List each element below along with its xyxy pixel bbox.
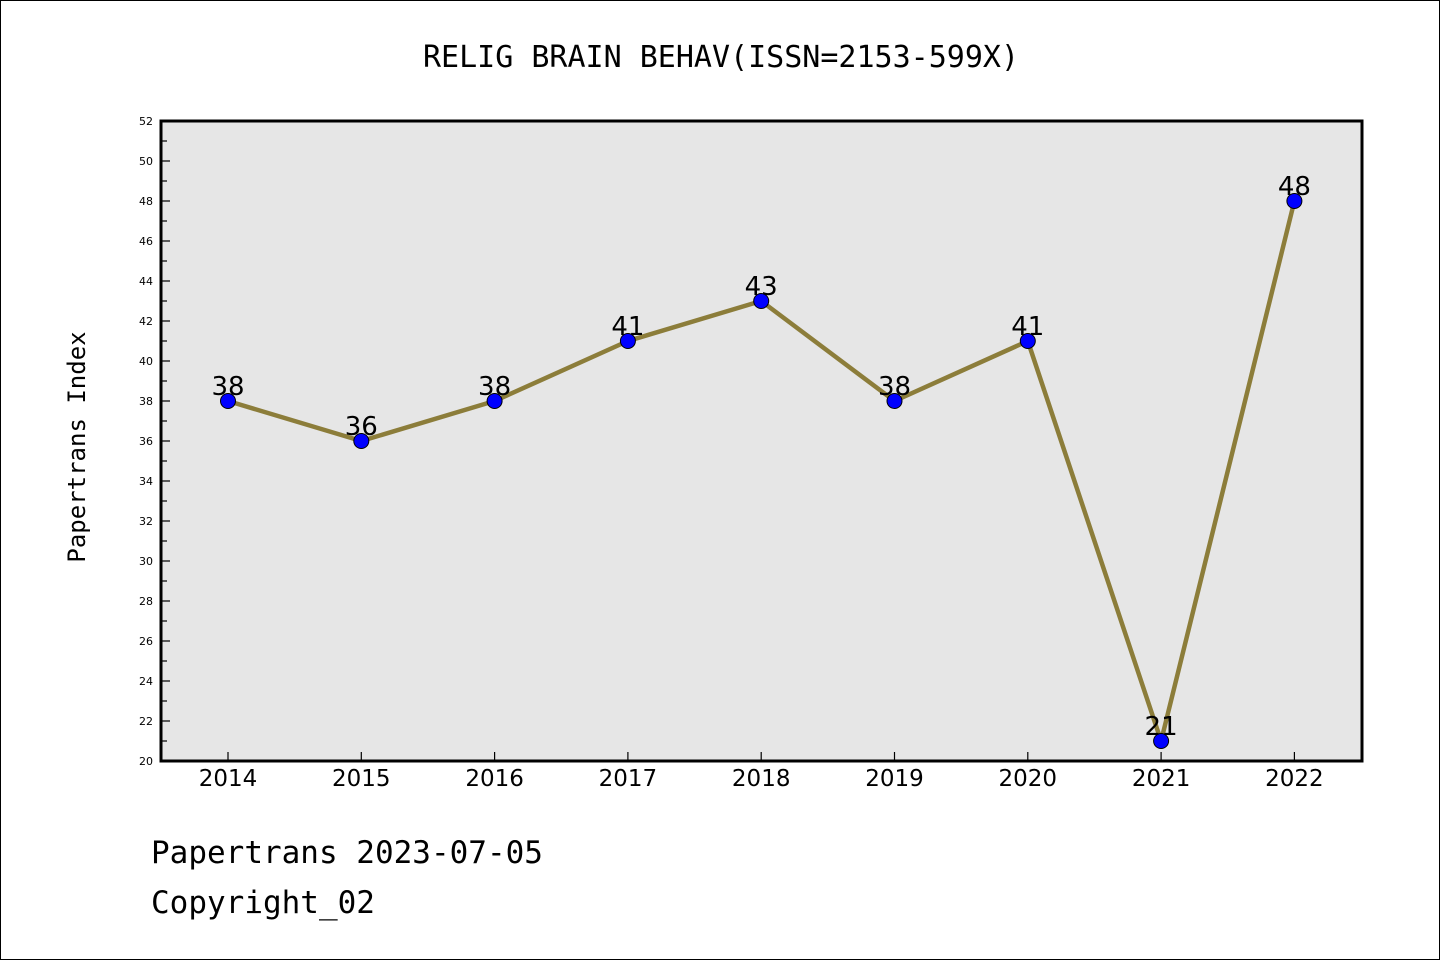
series-group — [220, 193, 1303, 749]
data-point — [1153, 733, 1170, 749]
data-label: 38 — [211, 372, 244, 402]
data-point — [753, 293, 770, 309]
x-tick-label: 2014 — [199, 766, 258, 792]
footer-date: Papertrans 2023-07-05 — [151, 835, 543, 871]
data-point — [220, 393, 236, 409]
y-tick-label: 28 — [139, 595, 153, 608]
data-point — [486, 393, 503, 409]
y-tick-label: 48 — [139, 195, 153, 208]
y-tick-label: 50 — [139, 155, 153, 168]
y-tick-label: 38 — [139, 395, 153, 408]
footer-copyright: Copyright_02 — [151, 885, 375, 921]
y-tick-label: 36 — [139, 435, 153, 448]
data-label: 36 — [345, 412, 378, 442]
chart-title: RELIG BRAIN BEHAV(ISSN=2153-599X) — [423, 40, 1019, 75]
data-label: 21 — [1145, 712, 1178, 742]
y-tick-label: 34 — [139, 475, 153, 488]
data-point — [1019, 333, 1036, 349]
y-tick-label: 20 — [139, 755, 153, 768]
data-point — [1286, 193, 1303, 209]
y-tick-label: 32 — [139, 515, 153, 528]
y-tick-label: 52 — [139, 115, 153, 128]
y-tick-label: 24 — [139, 675, 153, 688]
y-tick-label: 26 — [139, 635, 153, 648]
data-label: 48 — [1278, 172, 1311, 202]
x-tick-label: 2017 — [599, 766, 658, 792]
y-tick-label: 44 — [139, 275, 153, 288]
x-axis: 2014 2015 2016 2017 2018 2019 2020 2021 2022 — [199, 752, 1324, 792]
x-tick-label: 2016 — [465, 766, 524, 792]
data-label: 38 — [478, 372, 511, 402]
y-axis: 20 22 24 26 28 30 32 34 36 38 40 42 44 46 48 50 52 — [139, 115, 170, 768]
x-tick-label: 2021 — [1132, 766, 1191, 792]
data-point — [619, 333, 636, 349]
data-label: 41 — [1011, 312, 1044, 342]
x-tick-label: 2020 — [999, 766, 1058, 792]
y-tick-label: 42 — [139, 315, 153, 328]
x-tick-label: 2019 — [865, 766, 924, 792]
y-axis-label: Papertrans Index — [63, 331, 91, 562]
data-point — [353, 433, 370, 449]
x-tick-label: 2022 — [1265, 766, 1324, 792]
data-point — [886, 393, 903, 409]
y-tick-label: 40 — [139, 355, 153, 368]
x-tick-label: 2015 — [332, 766, 391, 792]
x-tick-label: 2018 — [732, 766, 791, 792]
y-tick-label: 46 — [139, 235, 153, 248]
y-tick-label: 30 — [139, 555, 153, 568]
data-labels: 38 36 38 41 43 38 41 21 48 — [211, 172, 1310, 742]
data-label: 41 — [611, 312, 644, 342]
y-tick-label: 22 — [139, 715, 153, 728]
data-label: 43 — [745, 272, 778, 302]
data-label: 38 — [878, 372, 911, 402]
